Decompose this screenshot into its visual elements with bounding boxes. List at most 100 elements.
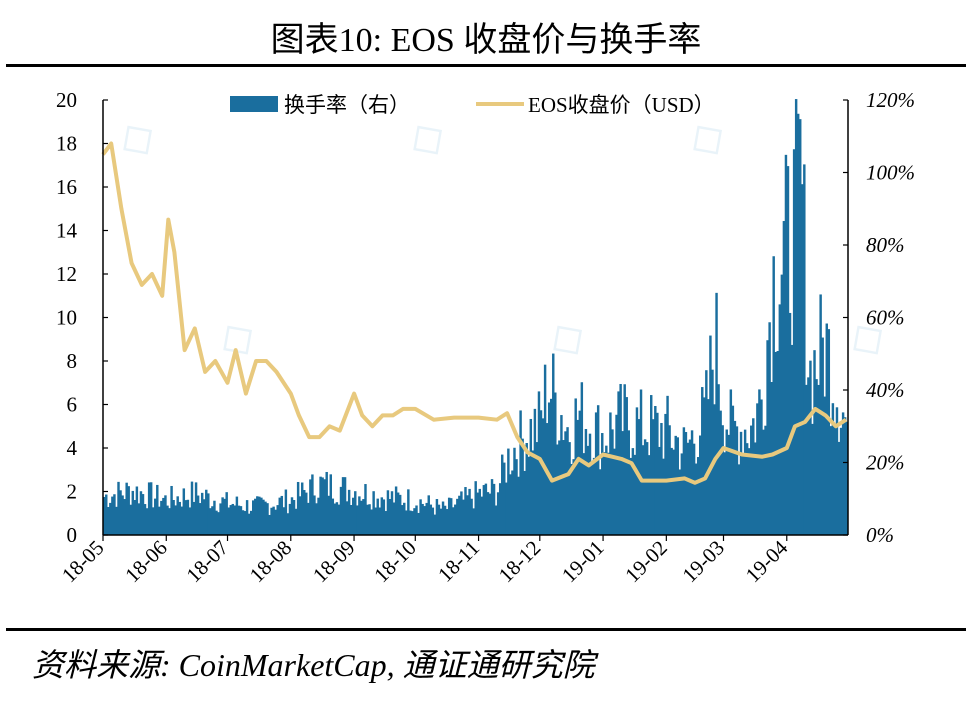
left-tick-label: 18 [56,132,77,156]
turnover-bar [680,453,684,535]
left-tick-label: 4 [67,436,78,460]
turnover-bar [260,497,263,535]
turnover-bar [782,221,786,535]
turnover-bar [188,507,192,535]
left-tick-label: 10 [56,306,77,330]
turnover-bar [762,429,765,535]
turnover-bar [243,511,247,535]
turnover-bar [182,488,186,535]
turnover-bar [290,497,294,535]
turnover-bar [466,495,469,535]
turnover-bar [119,490,122,535]
turnover-bar [533,408,537,535]
turnover-bar [147,482,151,535]
chart-title: 图表10: EOS 收盘价与换手率 [270,22,702,59]
turnover-bar [176,496,179,535]
turnover-bar [831,403,835,535]
turnover-bar [678,469,682,535]
turnover-bar [117,481,120,535]
turnover-bar [496,492,500,535]
turnover-bar [541,418,545,535]
x-tick-label: 18-10 [369,536,421,588]
turnover-bar [603,452,606,535]
turnover-bar [576,419,579,535]
turnover-bar [376,498,379,535]
turnover-bar [572,459,575,535]
turnover-bar [380,497,384,535]
turnover-bar [484,483,488,535]
turnover-bar [276,505,279,535]
turnover-bar [750,425,753,535]
turnover-bar [105,494,108,535]
turnover-bar [815,379,818,535]
turnover-bar [543,364,547,535]
turnover-bar [127,486,130,535]
turnover-bar [503,462,506,535]
turnover-bar [172,500,175,535]
turnover-bar [231,503,235,535]
turnover-bar [735,426,739,535]
turnover-bar [405,510,408,535]
turnover-bar [125,482,128,535]
turnover-bar [245,500,249,535]
turnover-bar [803,164,806,535]
x-tick-label: 18-06 [120,536,172,588]
turnover-bar [643,439,647,535]
turnover-bar [492,483,496,535]
turnover-bar [166,505,169,535]
turnover-bar [633,454,637,535]
turnover-bar [162,497,165,535]
turnover-bar [315,503,318,535]
right-tick-label: 120% [866,88,915,112]
turnover-bar [288,503,292,535]
turnover-bar [392,502,396,535]
turnover-bar [731,405,735,535]
turnover-bar [498,483,502,535]
turnover-bar [311,474,314,535]
turnover-bar [786,166,790,535]
turnover-bar [584,429,588,535]
turnover-bar [298,496,302,535]
turnover-bar [601,433,604,535]
turnover-bar [507,448,510,535]
chart-svg: ◇ ◇ ◇◇ ◇ ◇ 0 2 4 6 8 10 12 14 16 18 20 0% 20% 40% 60% 80% 10… [56,88,915,588]
turnover-bar [256,496,259,535]
turnover-bar [658,446,661,535]
turnover-bar [521,438,524,535]
bottom-rule [6,628,966,631]
turnover-bar [562,440,565,535]
turnover-bar [329,474,332,535]
turnover-bar [570,463,573,535]
turnover-bar [366,504,369,535]
turnover-bar [539,410,543,535]
turnover-bar [819,294,822,535]
turnover-bar [441,501,445,535]
turnover-bar [501,454,504,535]
turnover-bar [705,370,708,535]
right-tick-label: 20% [866,451,905,475]
turnover-bar [425,502,428,535]
turnover-bar [284,489,288,535]
turnover-bar [517,476,520,535]
turnover-bar [354,491,357,535]
turnover-bar [443,505,447,535]
turnover-bar [607,452,610,535]
turnover-bars [103,99,849,536]
turnover-bar [237,505,241,535]
turnover-bar [207,493,210,535]
turnover-bar [639,389,643,535]
price-series-line [101,141,848,485]
turnover-bar [249,510,253,535]
x-tick-label: 19-01 [557,536,609,588]
turnover-bar [337,504,341,535]
turnover-bar [709,335,712,535]
turnover-bar [192,501,196,535]
turnover-bar [701,387,704,535]
turnover-bar [254,498,257,535]
turnover-bar [745,443,749,535]
turnover-bar [811,423,814,535]
turnover-bar [462,499,465,535]
legend-turnover-swatch [230,96,278,112]
x-tick-label: 18-11 [433,536,484,587]
turnover-bar [647,455,651,535]
